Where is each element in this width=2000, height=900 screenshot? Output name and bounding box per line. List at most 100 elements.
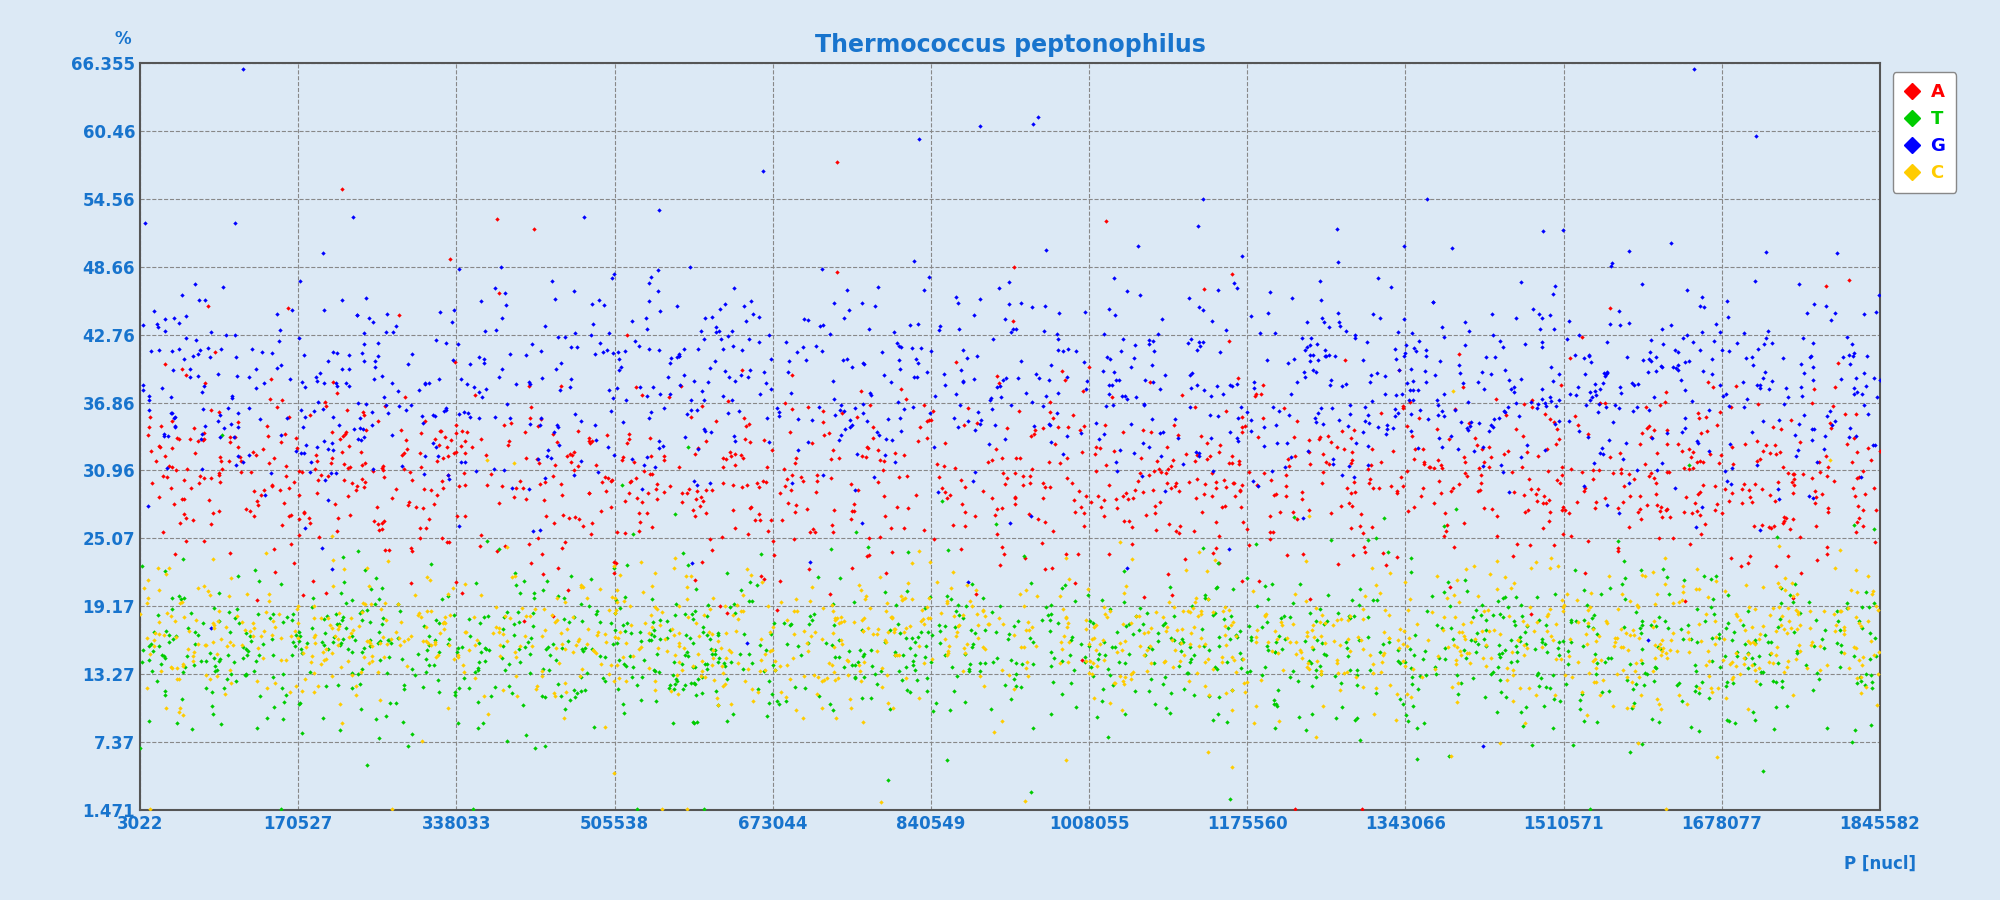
- Point: [316, 529, 348, 544]
- Point: [1490, 404, 1522, 419]
- Point: [1602, 667, 1634, 681]
- Point: [1106, 389, 1138, 403]
- Point: [1374, 678, 1406, 692]
- Point: [980, 625, 1012, 639]
- Point: [908, 283, 940, 297]
- Point: [1204, 345, 1236, 359]
- Point: [868, 489, 900, 503]
- Point: [1030, 242, 1062, 256]
- Point: [1150, 484, 1182, 499]
- Point: [1706, 389, 1738, 403]
- Point: [1576, 463, 1608, 477]
- Point: [1292, 653, 1324, 668]
- Point: [312, 611, 344, 625]
- Point: [1576, 622, 1608, 636]
- Point: [1776, 688, 1808, 702]
- Point: [1114, 360, 1146, 374]
- Point: [270, 469, 302, 483]
- Point: [220, 349, 252, 364]
- Point: [590, 634, 622, 649]
- Point: [1188, 282, 1220, 296]
- Point: [880, 598, 912, 612]
- Point: [1800, 613, 1832, 627]
- Point: [274, 685, 306, 699]
- Point: [1038, 437, 1070, 452]
- Point: [1572, 347, 1604, 362]
- Point: [306, 541, 338, 555]
- Point: [1192, 592, 1224, 607]
- Point: [198, 506, 230, 520]
- Point: [226, 454, 258, 469]
- Point: [940, 629, 972, 643]
- Point: [1088, 327, 1120, 341]
- Point: [1394, 407, 1426, 421]
- Point: [1592, 498, 1624, 512]
- Point: [948, 695, 980, 709]
- Point: [354, 636, 386, 651]
- Point: [348, 480, 380, 494]
- Point: [612, 486, 644, 500]
- Point: [1524, 307, 1556, 321]
- Point: [128, 580, 160, 595]
- Point: [736, 593, 768, 608]
- Point: [622, 678, 654, 692]
- Point: [1792, 489, 1824, 503]
- Point: [830, 283, 862, 297]
- Point: [1368, 369, 1400, 383]
- Point: [1092, 729, 1124, 743]
- Point: [1772, 614, 1804, 628]
- Point: [1328, 665, 1360, 680]
- Point: [520, 681, 552, 696]
- Point: [816, 518, 848, 533]
- Point: [1636, 620, 1668, 634]
- Point: [1176, 601, 1208, 616]
- Point: [636, 520, 668, 535]
- Point: [660, 597, 692, 611]
- Point: [410, 643, 442, 657]
- Point: [1060, 505, 1092, 519]
- Point: [708, 341, 740, 356]
- Point: [1320, 440, 1352, 454]
- Point: [986, 540, 1018, 554]
- Point: [324, 723, 356, 737]
- Point: [402, 646, 434, 661]
- Point: [172, 648, 204, 662]
- Point: [1698, 607, 1730, 621]
- Point: [464, 654, 496, 669]
- Point: [336, 666, 368, 680]
- Point: [472, 609, 504, 624]
- Point: [1376, 279, 1408, 293]
- Point: [370, 325, 402, 339]
- Point: [416, 436, 448, 450]
- Point: [304, 366, 336, 381]
- Point: [258, 614, 290, 628]
- Point: [1444, 595, 1476, 609]
- Point: [832, 303, 864, 318]
- Point: [1454, 615, 1486, 629]
- Point: [1006, 640, 1038, 654]
- Point: [982, 651, 1014, 665]
- Point: [1054, 648, 1086, 662]
- Point: [1666, 425, 1698, 439]
- Point: [400, 668, 432, 682]
- Point: [776, 651, 808, 665]
- Point: [1572, 603, 1604, 617]
- Point: [1838, 386, 1870, 400]
- Point: [884, 423, 916, 437]
- Point: [728, 626, 760, 641]
- Point: [172, 621, 204, 635]
- Point: [1752, 634, 1784, 649]
- Point: [1388, 479, 1420, 493]
- Point: [1204, 438, 1236, 453]
- Point: [1784, 380, 1816, 394]
- Point: [824, 403, 856, 418]
- Point: [1714, 494, 1746, 508]
- Point: [194, 517, 226, 531]
- Point: [1804, 639, 1836, 653]
- Point: [1302, 432, 1334, 446]
- Point: [1168, 552, 1200, 566]
- Point: [1726, 482, 1758, 497]
- Point: [612, 558, 644, 572]
- Point: [818, 651, 850, 665]
- Point: [344, 606, 376, 620]
